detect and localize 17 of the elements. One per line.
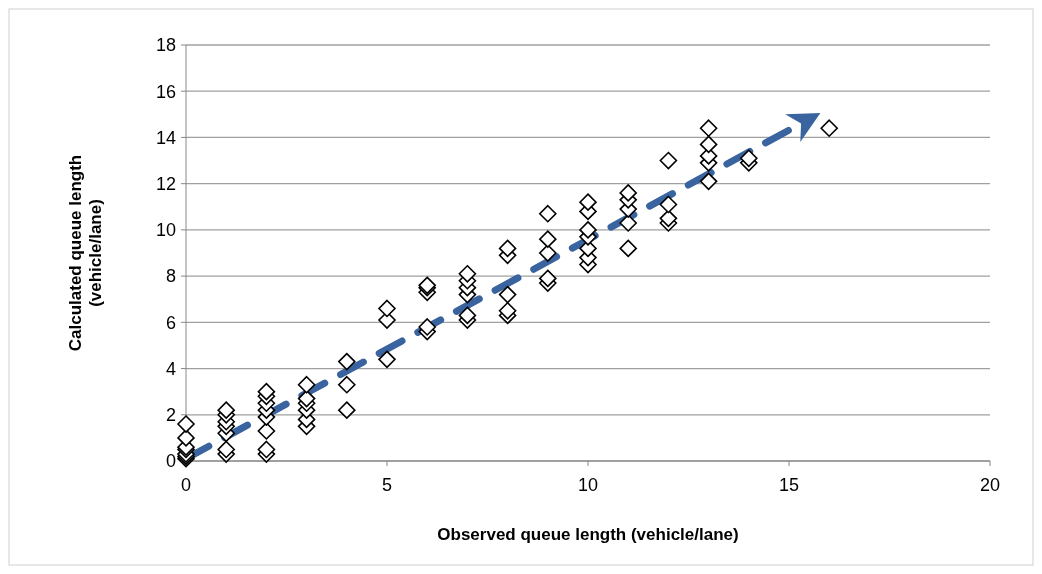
y-tick-label: 6: [165, 312, 176, 333]
x-tick-label: 15: [778, 475, 800, 495]
y-tick-label: 10: [155, 220, 176, 241]
x-tick-label: 20: [979, 475, 1001, 495]
y-axis-title: Calculated queue length (vehicle/lane): [65, 154, 106, 352]
y-tick-label: 8: [165, 266, 176, 287]
y-tick-label: 16: [155, 81, 176, 102]
y-tick-label: 12: [155, 173, 176, 194]
x-axis-title: Observed queue length (vehicle/lane): [437, 525, 739, 544]
x-tick-label: 0: [180, 475, 192, 495]
x-tick-label: 10: [577, 475, 599, 495]
y-tick-label: 4: [165, 358, 176, 379]
x-tick-label: 5: [381, 475, 393, 495]
y-tick-label: 2: [165, 405, 176, 426]
y-tick-label: 14: [155, 127, 176, 148]
y-tick-label: 0: [165, 451, 176, 472]
y-tick-label: 18: [155, 35, 176, 56]
